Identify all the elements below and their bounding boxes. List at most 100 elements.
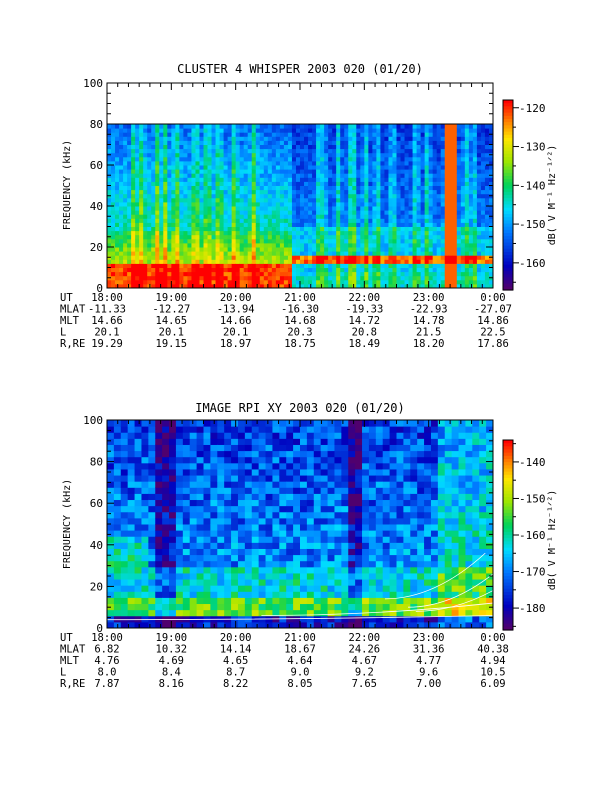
spectrogram-cell [240, 235, 245, 240]
spectrogram-cell [248, 169, 253, 174]
spectrogram-cell [388, 140, 393, 145]
spectrogram-cell [123, 235, 128, 240]
spectrogram-cell [413, 202, 418, 207]
spectrogram-cell [240, 280, 245, 285]
spectrogram-cell [256, 145, 261, 150]
spectrogram-cell [175, 186, 180, 191]
spectrogram-cell [352, 145, 357, 150]
spectrogram-cell [155, 276, 160, 281]
spectrogram-cell [328, 153, 333, 158]
spectrogram-cell [308, 235, 313, 240]
spectrogram-cell [131, 136, 136, 141]
spectrogram-cell [175, 140, 180, 145]
spectrogram-cell [296, 161, 301, 166]
spectrogram-cell [175, 280, 180, 285]
spectrogram-cell [204, 239, 209, 244]
spectrogram-cell [147, 251, 152, 256]
spectrogram-cell [401, 218, 406, 223]
spectrogram-cell [308, 128, 313, 133]
spectrogram-cell [388, 214, 393, 219]
spectrogram-cell [288, 276, 293, 281]
spectrogram-cell [179, 263, 184, 268]
spectrogram-cell [139, 132, 144, 137]
spectrogram-cell [224, 210, 229, 215]
spectrogram-cell [210, 487, 217, 494]
spectrogram-cell [279, 604, 286, 611]
spectrogram-cell [380, 247, 385, 252]
spectrogram-cell [259, 487, 266, 494]
spectrogram-cell [167, 206, 172, 211]
spectrogram-cell [413, 263, 418, 268]
spectrogram-cell [147, 222, 152, 227]
spectrogram-cell [163, 198, 168, 203]
spectrogram-cell [380, 202, 385, 207]
spectrogram-cell [485, 124, 490, 129]
spectrogram-cell [236, 214, 241, 219]
spectrogram-cell [344, 165, 349, 170]
spectrogram-cell [155, 481, 162, 488]
spectrogram-cell [388, 165, 393, 170]
spectrogram-cell [433, 247, 438, 252]
spectrogram-cell [284, 272, 289, 277]
spectrogram-cell [169, 481, 176, 488]
spectrogram-cell [155, 165, 160, 170]
spectrogram-cell [461, 186, 466, 191]
spectrogram-cell [216, 251, 221, 256]
spectrogram-cell [272, 222, 277, 227]
spectrogram-cell [240, 202, 245, 207]
spectrogram-cell [197, 469, 204, 476]
spectrogram-cell [473, 202, 478, 207]
spectrogram-cell [175, 255, 180, 260]
spectrogram-cell [266, 506, 273, 513]
spectrogram-cell [449, 145, 454, 150]
spectrogram-cell [259, 500, 266, 507]
spectrogram-cell [155, 157, 160, 162]
spectrogram-cell [320, 198, 325, 203]
spectrogram-cell [199, 243, 204, 248]
spectrogram-cell [336, 214, 341, 219]
spectrogram-cell [155, 145, 160, 150]
spectrogram-cell [244, 218, 249, 223]
panel-whisper-colorbar-label: dB( V M⁻¹ Hz⁻¹ᐟ²) [547, 145, 558, 246]
spectrogram-cell [183, 463, 190, 470]
spectrogram-cell [159, 157, 164, 162]
spectrogram-cell [220, 169, 225, 174]
spectrogram-cell [135, 463, 142, 470]
spectrogram-cell [441, 173, 446, 178]
spectrogram-cell [245, 457, 252, 464]
spectrogram-cell [268, 206, 273, 211]
spectrogram-cell [131, 255, 136, 260]
spectrogram-cell [148, 530, 155, 537]
spectrogram-cell [148, 616, 155, 623]
spectrogram-cell [461, 173, 466, 178]
spectrogram-cell [364, 132, 369, 137]
spectrogram-cell [228, 136, 233, 141]
spectrogram-cell [107, 136, 112, 141]
spectrogram-cell [252, 280, 257, 285]
spectrogram-cell [461, 214, 466, 219]
spectrogram-cell [260, 177, 265, 182]
spectrogram-cell [409, 161, 414, 166]
spectrogram-cell [457, 140, 462, 145]
spectrogram-cell [376, 132, 381, 137]
spectrogram-cell [445, 173, 450, 178]
spectrogram-cell [473, 231, 478, 236]
spectrogram-cell [272, 276, 277, 281]
spectrogram-cell [151, 145, 156, 150]
spectrogram-cell [372, 140, 377, 145]
spectrogram-cell [115, 239, 120, 244]
spectrogram-cell [364, 169, 369, 174]
spectrogram-cell [127, 173, 132, 178]
spectrogram-cell [171, 214, 176, 219]
spectrogram-cell [441, 149, 446, 154]
spectrogram-cell [264, 202, 269, 207]
spectrogram-cell [245, 573, 252, 580]
spectrogram-cell [123, 276, 128, 281]
spectrogram-cell [244, 210, 249, 215]
spectrogram-cell [481, 128, 486, 133]
spectrogram-cell [405, 145, 410, 150]
spectrogram-cell [148, 524, 155, 531]
spectrogram-cell [437, 181, 442, 186]
spectrogram-cell [162, 524, 169, 531]
spectrogram-cell [191, 263, 196, 268]
